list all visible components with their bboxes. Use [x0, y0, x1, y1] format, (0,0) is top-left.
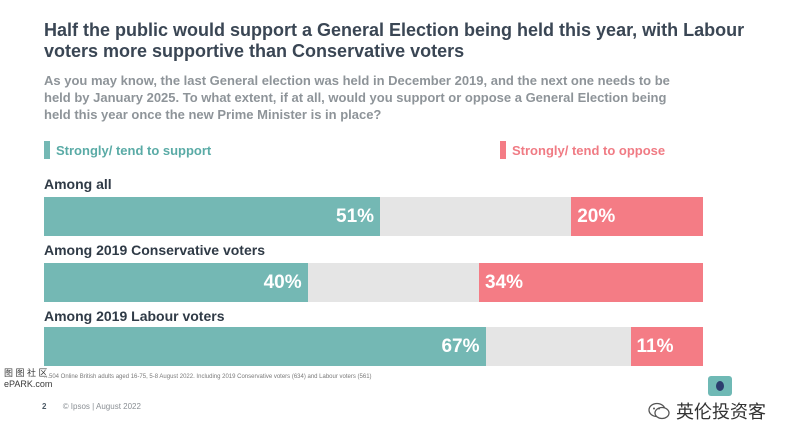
bar-track: 67% 11% [44, 327, 703, 366]
bar-oppose: 20% [571, 197, 703, 236]
data-label-oppose: 11% [636, 335, 674, 357]
legend-oppose: Strongly/ tend to oppose [500, 141, 665, 159]
category-label: Among 2019 Conservative voters [44, 242, 265, 258]
data-label-oppose: 34% [484, 271, 523, 293]
watermark-right: 英伦投资客 [648, 398, 766, 424]
watermark-left-line1: 图 图 社 区 [4, 368, 48, 378]
category-label: Among 2019 Labour voters [44, 308, 225, 324]
footnote: ...504 Online British adults aged 16-75,… [44, 374, 372, 380]
footer-copyright: © Ipsos | August 2022 [62, 402, 141, 411]
legend-oppose-label: Strongly/ tend to oppose [512, 142, 666, 158]
bar-support: 67% [44, 327, 486, 366]
bar-track: 51% 20% [44, 197, 703, 236]
chart-subtitle: As you may know, the last General electi… [44, 73, 670, 122]
footer: 2 © Ipsos | August 2022 [42, 402, 141, 411]
legend-support-swatch [44, 141, 50, 159]
watermark-right-text: 英伦投资客 [676, 402, 766, 422]
page-number: 2 [42, 402, 47, 411]
data-label-support: 51% [336, 205, 375, 227]
chart-title: Half the public would support a General … [44, 20, 745, 61]
bar-oppose: 34% [478, 263, 703, 302]
legend-oppose-swatch [500, 141, 506, 159]
data-label-support: 67% [441, 335, 480, 357]
data-label-support: 40% [263, 271, 302, 293]
legend-support-label: Strongly/ tend to support [56, 142, 212, 158]
watermark-left-line2: ePARK.com [4, 379, 53, 389]
watermark-left: 图 图 社 区 ePARK.com [4, 368, 52, 390]
data-label-oppose: 20% [577, 205, 616, 227]
wechat-icon [648, 402, 670, 420]
bar-support: 40% [44, 263, 308, 302]
bar-oppose: 11% [630, 327, 703, 366]
bar-track: 40% 34% [44, 263, 703, 302]
bar-support: 51% [44, 197, 381, 236]
ipsos-logo-icon [708, 376, 732, 396]
category-label: Among all [44, 176, 112, 192]
legend-support: Strongly/ tend to support [44, 141, 211, 159]
